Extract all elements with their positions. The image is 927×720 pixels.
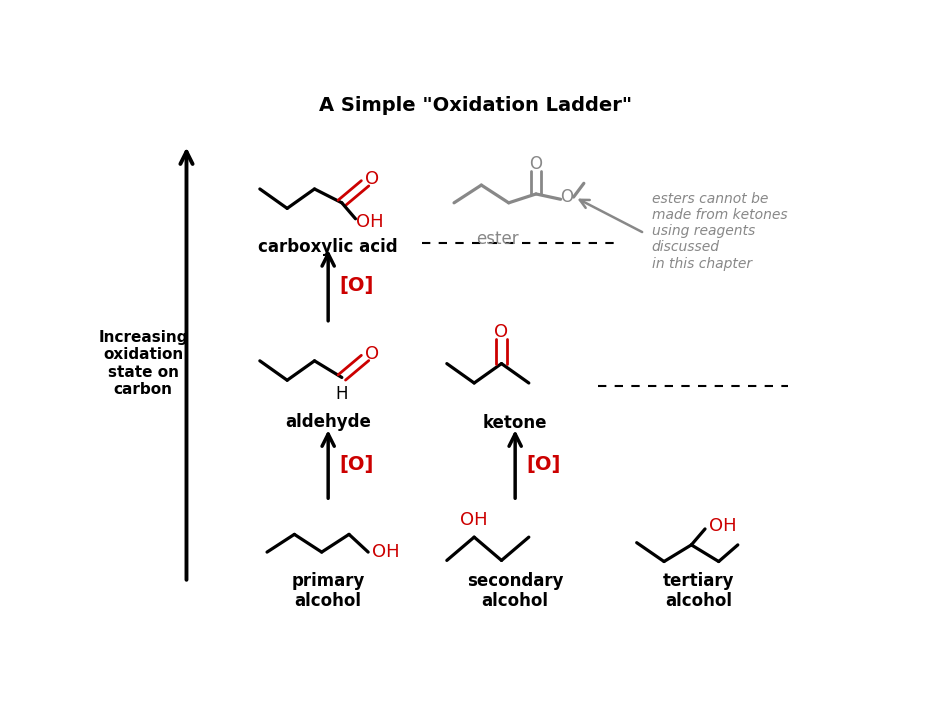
Text: OH: OH	[372, 543, 400, 561]
Text: O: O	[494, 323, 508, 341]
Text: O: O	[559, 187, 572, 205]
Text: ketone: ketone	[482, 414, 547, 432]
Text: carboxylic acid: carboxylic acid	[258, 238, 398, 256]
Text: OH: OH	[356, 212, 383, 230]
Text: [O]: [O]	[339, 276, 374, 295]
Text: ester: ester	[476, 230, 518, 248]
Text: O: O	[529, 156, 542, 174]
Text: [O]: [O]	[339, 455, 374, 474]
Text: Increasing
oxidation
state on
carbon: Increasing oxidation state on carbon	[98, 330, 188, 397]
Text: O: O	[365, 344, 379, 362]
Text: esters cannot be
made from ketones
using reagents
discussed
in this chapter: esters cannot be made from ketones using…	[651, 192, 787, 271]
Text: primary
alcohol: primary alcohol	[291, 572, 364, 611]
Text: OH: OH	[460, 511, 488, 529]
Text: A Simple "Oxidation Ladder": A Simple "Oxidation Ladder"	[319, 96, 631, 115]
Text: secondary
alcohol: secondary alcohol	[466, 572, 563, 611]
Text: H: H	[336, 385, 348, 403]
Text: aldehyde: aldehyde	[285, 413, 371, 431]
Text: [O]: [O]	[527, 455, 561, 474]
Text: O: O	[365, 170, 379, 188]
Text: OH: OH	[708, 517, 736, 535]
Text: tertiary
alcohol: tertiary alcohol	[662, 572, 733, 611]
